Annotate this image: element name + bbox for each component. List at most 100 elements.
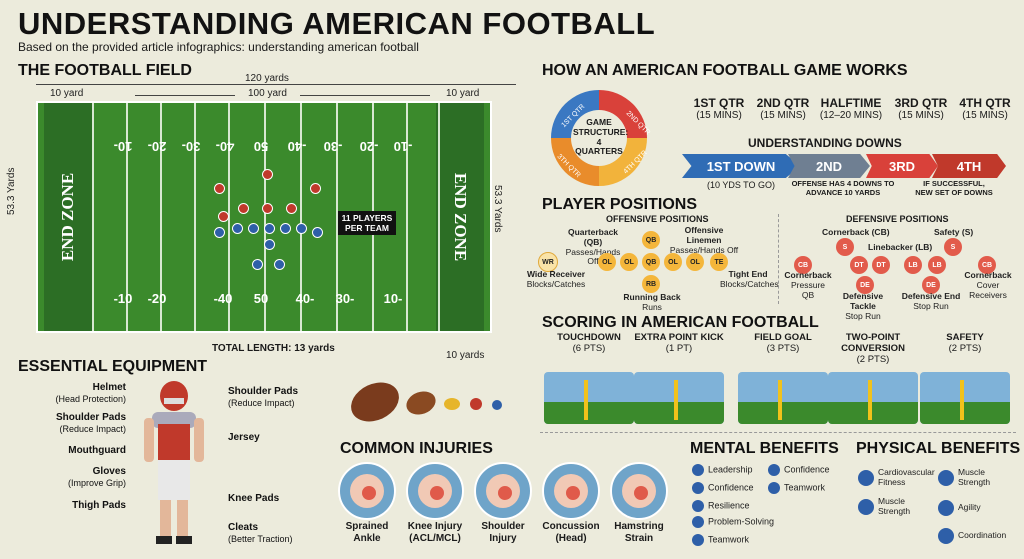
timeline-item: 2ND QTR (15 MINS)	[750, 96, 816, 121]
yard-number-top: -20	[359, 139, 379, 154]
physical-benefit: Agility	[938, 500, 1018, 516]
mental-heading: MENTAL BENEFITS	[690, 440, 839, 457]
ring-q3	[551, 138, 599, 186]
injury-icon	[610, 462, 668, 520]
ring-center-text: GAME STRUCTURE: 4 QUARTERS	[573, 117, 629, 157]
game-heading: HOW AN AMERICAN FOOTBALL GAME WORKS	[542, 62, 908, 79]
player-defense	[262, 203, 273, 214]
benefit-label: Confidence	[708, 482, 754, 493]
injury-icon	[338, 462, 396, 520]
player-offense	[264, 223, 275, 234]
scoring-label: TWO-POINT CONVERSION (2 PTS)	[828, 332, 918, 366]
down-note-1: (10 YDS TO GO)	[706, 180, 776, 190]
player-defense	[214, 183, 225, 194]
timeline-label: HALFTIME	[820, 96, 882, 110]
yard-number-bottom: 50	[253, 291, 269, 306]
positions-heading: PLAYER POSITIONS	[542, 196, 697, 213]
defensive-heading: DEFENSIVE POSITIONS	[846, 214, 949, 224]
ring-q1	[551, 90, 599, 138]
yard-number-top: -10	[393, 139, 413, 154]
right-endzone-yards: 10 yard	[446, 88, 480, 99]
timeline-duration: (15 MINS)	[696, 110, 742, 121]
physical-benefit: Cardiovascular Fitness	[858, 467, 938, 488]
mental-benefit: Problem-Solving	[692, 516, 774, 528]
positions-divider	[778, 214, 779, 304]
qb-top-marker: QB	[642, 231, 660, 249]
cb-left-label: Cornerback Pressure QB	[784, 270, 832, 300]
ring-q2	[599, 90, 647, 138]
benefit-icon	[692, 534, 704, 546]
dt-label: Defensive Tackle Stop Run	[842, 291, 884, 321]
equipment-label: Thigh Pads	[72, 500, 126, 511]
scoring-label: SAFETY (2 PTS)	[920, 332, 1010, 355]
benefit-label: Leadership	[708, 464, 753, 475]
lb-marker-1: LB	[904, 256, 922, 274]
yard-number-top: -30	[323, 139, 343, 154]
s-top-label: Safety (S)	[934, 227, 974, 237]
yard-number-bottom: 10-	[383, 291, 403, 306]
down-note-3: IF SUCCESSFUL, NEW SET OF DOWNS	[915, 179, 993, 197]
equipment-label: Helmet (Head Protection)	[55, 382, 126, 404]
down-arrow: 1ST DOWN	[682, 154, 800, 178]
scoring-name: SAFETY	[946, 332, 984, 343]
rb-label: Running Back Runs	[623, 292, 681, 312]
player-figure	[144, 381, 204, 544]
width-label-right: 53.3 Yards	[492, 185, 503, 233]
down-arrow: 4TH	[932, 154, 1006, 178]
equipment-label: Cleats (Better Traction)	[228, 522, 293, 544]
equipment-label: Shoulder Pads (Reduce Impact)	[55, 412, 126, 434]
downs-heading: UNDERSTANDING DOWNS	[748, 136, 902, 150]
down-note-2: OFFENSE HAS 4 DOWNS TO ADVANCE 10 YARDS	[791, 179, 895, 197]
equipment-label: Shoulder Pads (Reduce Impact)	[228, 386, 299, 408]
equipment-label: Gloves (Improve Grip)	[67, 466, 126, 488]
offense-marker: QB	[642, 253, 660, 271]
wr-marker: WR	[538, 252, 558, 272]
player-offense	[296, 223, 307, 234]
benefit-icon	[858, 469, 874, 486]
down-arrow: 3RD	[866, 154, 938, 178]
lb-marker-2: LB	[928, 256, 946, 274]
player-defense	[286, 203, 297, 214]
total-yards-line	[36, 84, 516, 85]
benefit-label: Muscle Strength	[958, 467, 991, 487]
benefit-icon	[692, 500, 704, 512]
injury-label: Concussion (Head)	[542, 521, 600, 544]
page-title: UNDERSTANDING AMERICAN FOOTBALL	[18, 6, 656, 41]
yard-number-top: 40-	[215, 139, 235, 154]
player-offense	[248, 223, 259, 234]
yard-number-top: 10-	[113, 139, 133, 154]
ball-blue-icon	[492, 400, 502, 410]
cb-marker-right: CB	[978, 256, 996, 274]
injury-label: Knee Injury (ACL/MCL)	[407, 521, 463, 544]
scoring-label: FIELD GOAL (3 PTS)	[738, 332, 828, 355]
ball-red-icon	[470, 398, 482, 410]
lb-top-label: Linebacker (LB)	[868, 242, 933, 252]
qb-label: Quarterback (QB) Passes/Hands Off	[565, 227, 621, 267]
endzone-right: END ZONE	[436, 103, 484, 331]
scoring-name: TOUCHDOWN	[557, 332, 621, 343]
offensive-heading: OFFENSIVE POSITIONS	[606, 214, 709, 224]
injury-icon	[406, 462, 464, 520]
scoring-points: (2 PTS)	[948, 342, 982, 354]
player-defense	[262, 169, 273, 180]
physical-heading: PHYSICAL BENEFITS	[856, 440, 1021, 457]
total-yards-label: 120 yards	[245, 73, 289, 84]
yard-number-bottom: -40	[213, 291, 233, 306]
s-marker-right: S	[944, 238, 962, 256]
physical-benefit: Muscle Strength	[858, 496, 938, 517]
timeline-label: 2ND QTR	[756, 96, 810, 110]
left-endzone-yards: 10 yard	[50, 88, 84, 99]
scoring-label: EXTRA POINT KICK (1 PT)	[634, 332, 724, 355]
timeline-label: 1ST QTR	[693, 96, 745, 110]
benefit-icon	[768, 482, 780, 494]
scoring-illustration	[920, 372, 1010, 424]
benefit-label: Coordination	[958, 530, 1007, 541]
scoring-illustration	[544, 372, 634, 424]
timeline-label: 3RD QTR	[894, 96, 948, 110]
scoring-name: EXTRA POINT KICK	[634, 332, 724, 343]
mental-benefit: Confidence	[768, 464, 830, 476]
timeline-duration: (12–20 MINS)	[819, 110, 883, 121]
mental-benefit: Leadership	[692, 464, 753, 476]
benefit-icon	[692, 464, 704, 476]
equipment-label: Knee Pads	[228, 493, 280, 504]
